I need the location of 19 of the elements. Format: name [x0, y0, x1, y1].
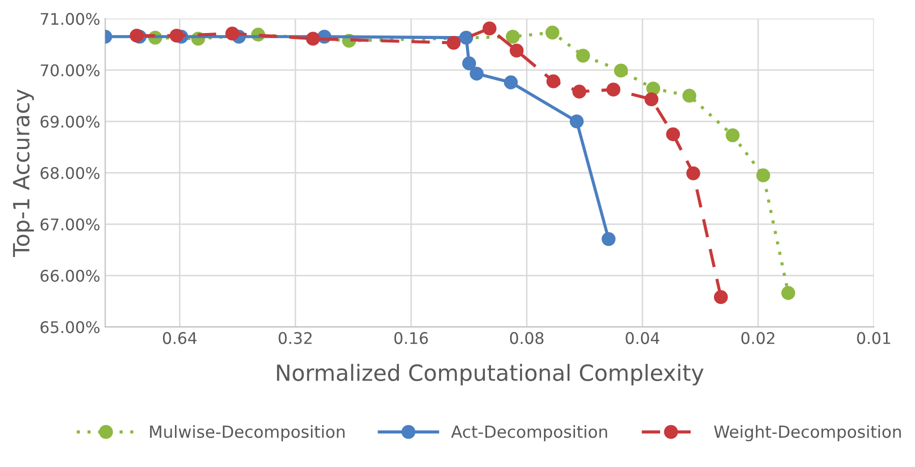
y-tick-label: 71.00%	[40, 12, 100, 25]
y-tick-label: 65.00%	[40, 321, 100, 334]
y-axis-title: Top-1 Accuracy	[13, 89, 34, 257]
x-tick-label: 0.64	[162, 332, 197, 344]
y-tick-label: 69.00%	[40, 116, 100, 128]
x-tick-label: 0.02	[741, 332, 774, 344]
x-tick-label: 0.32	[278, 332, 312, 344]
legend-label: Weight-Decomposition	[714, 425, 901, 442]
x-tick-label: 0.04	[626, 332, 660, 344]
y-tick-label: 67.00%	[40, 218, 100, 230]
x-axis-title: Normalized Computational Complexity	[277, 364, 704, 386]
x-tick-label: 0.08	[510, 332, 544, 344]
y-tick-label: 70.00%	[40, 64, 100, 76]
x-tick-label: 0.01	[857, 332, 890, 344]
legend-label: Act-Decomposition	[451, 425, 608, 442]
y-tick-label: 66.00%	[40, 270, 100, 282]
x-tick-label: 0.16	[394, 332, 428, 344]
legend-label: Mulwise-Decomposition	[150, 425, 345, 442]
y-tick-label: 68.00%	[40, 167, 100, 180]
